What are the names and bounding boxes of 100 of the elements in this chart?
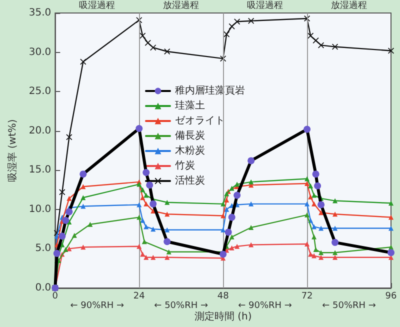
point [318,226,324,231]
point [312,253,317,258]
point [144,40,151,46]
x-tick-label: 24 [133,292,146,302]
point [144,201,149,206]
legend-label: ゼオライト [175,116,225,126]
text: ← 90%RH → [70,301,125,311]
point [308,183,314,188]
text: 放湿過程 [163,0,200,11]
point [220,201,226,206]
y-tick-label: 25.0 [28,86,52,98]
legend-label: 備長炭 [175,130,205,142]
point [308,194,314,200]
point [234,244,240,249]
point [88,222,93,227]
point [388,244,394,250]
point [332,226,338,231]
point [144,224,149,230]
legend-label: 稚内層珪藻頁岩 [175,84,245,96]
legend-label: 竹炭 [175,160,195,172]
point [312,192,317,198]
point [234,182,240,187]
point [63,247,68,252]
point [312,224,317,230]
point [66,196,72,201]
point [248,225,254,230]
point [164,254,170,260]
point [248,242,254,248]
point [136,182,142,187]
text: ← 90%RH → [238,301,292,311]
legend-label: 活性炭 [175,174,205,186]
point [66,134,72,140]
point [80,58,86,65]
point [318,250,324,256]
point [332,250,338,256]
x-tick-label: 48 [217,292,230,302]
point [248,201,254,206]
point [164,212,170,217]
point [150,226,156,232]
point [304,201,310,206]
point [144,192,149,198]
point [332,198,338,204]
point [224,206,230,212]
y-tick-label: 10.0 [28,204,52,215]
point [142,239,147,244]
point [318,210,324,216]
y-tick-label: 0.0 [35,282,52,294]
y-tick-label: 20.0 [28,125,52,136]
point [140,187,146,192]
point [304,181,310,186]
point [224,191,230,196]
point [80,195,86,200]
point [72,232,77,238]
point [136,244,142,249]
point [312,201,317,206]
point [388,200,394,206]
point [166,249,172,254]
y-tick-label: 30.0 [28,46,52,58]
point [150,254,156,260]
text: 吸湿過程 [79,0,116,11]
point [304,212,310,218]
point [144,254,149,260]
x-axis-title: 測定時間 (h) [194,310,252,322]
text: ← 50%RH → [322,301,376,311]
point [228,23,235,30]
x-tick-label: 96 [385,292,397,302]
point [234,18,240,25]
point [318,254,324,260]
point [229,186,234,191]
text: 放湿過程 [331,0,368,11]
y-tick-label: 35.0 [28,8,52,18]
point [140,32,146,39]
point [80,244,86,250]
point [313,247,318,252]
point [136,202,142,208]
text: 吸湿過程 [247,0,284,11]
point [304,176,310,182]
point [229,234,234,240]
point [164,200,170,205]
point [312,234,317,240]
point [220,213,226,218]
point [248,179,254,184]
point [164,227,170,232]
point [224,198,230,202]
point [388,214,394,220]
x-tick-label: 72 [301,292,313,302]
point [80,184,86,190]
point [332,212,338,217]
point [150,44,156,51]
point [80,204,86,209]
point [229,245,234,250]
legend-label: 珪藻土 [175,100,205,112]
point [332,254,338,260]
y-tick-label: 5.0 [35,243,52,254]
y-tick-label: 15.0 [28,164,52,176]
point [59,189,66,196]
point [136,214,142,220]
y-axis-title: 吸湿率 (wt%) [6,119,18,182]
legend-label: 木粉炭 [175,144,205,156]
x-tick-label: 0 [52,292,58,302]
